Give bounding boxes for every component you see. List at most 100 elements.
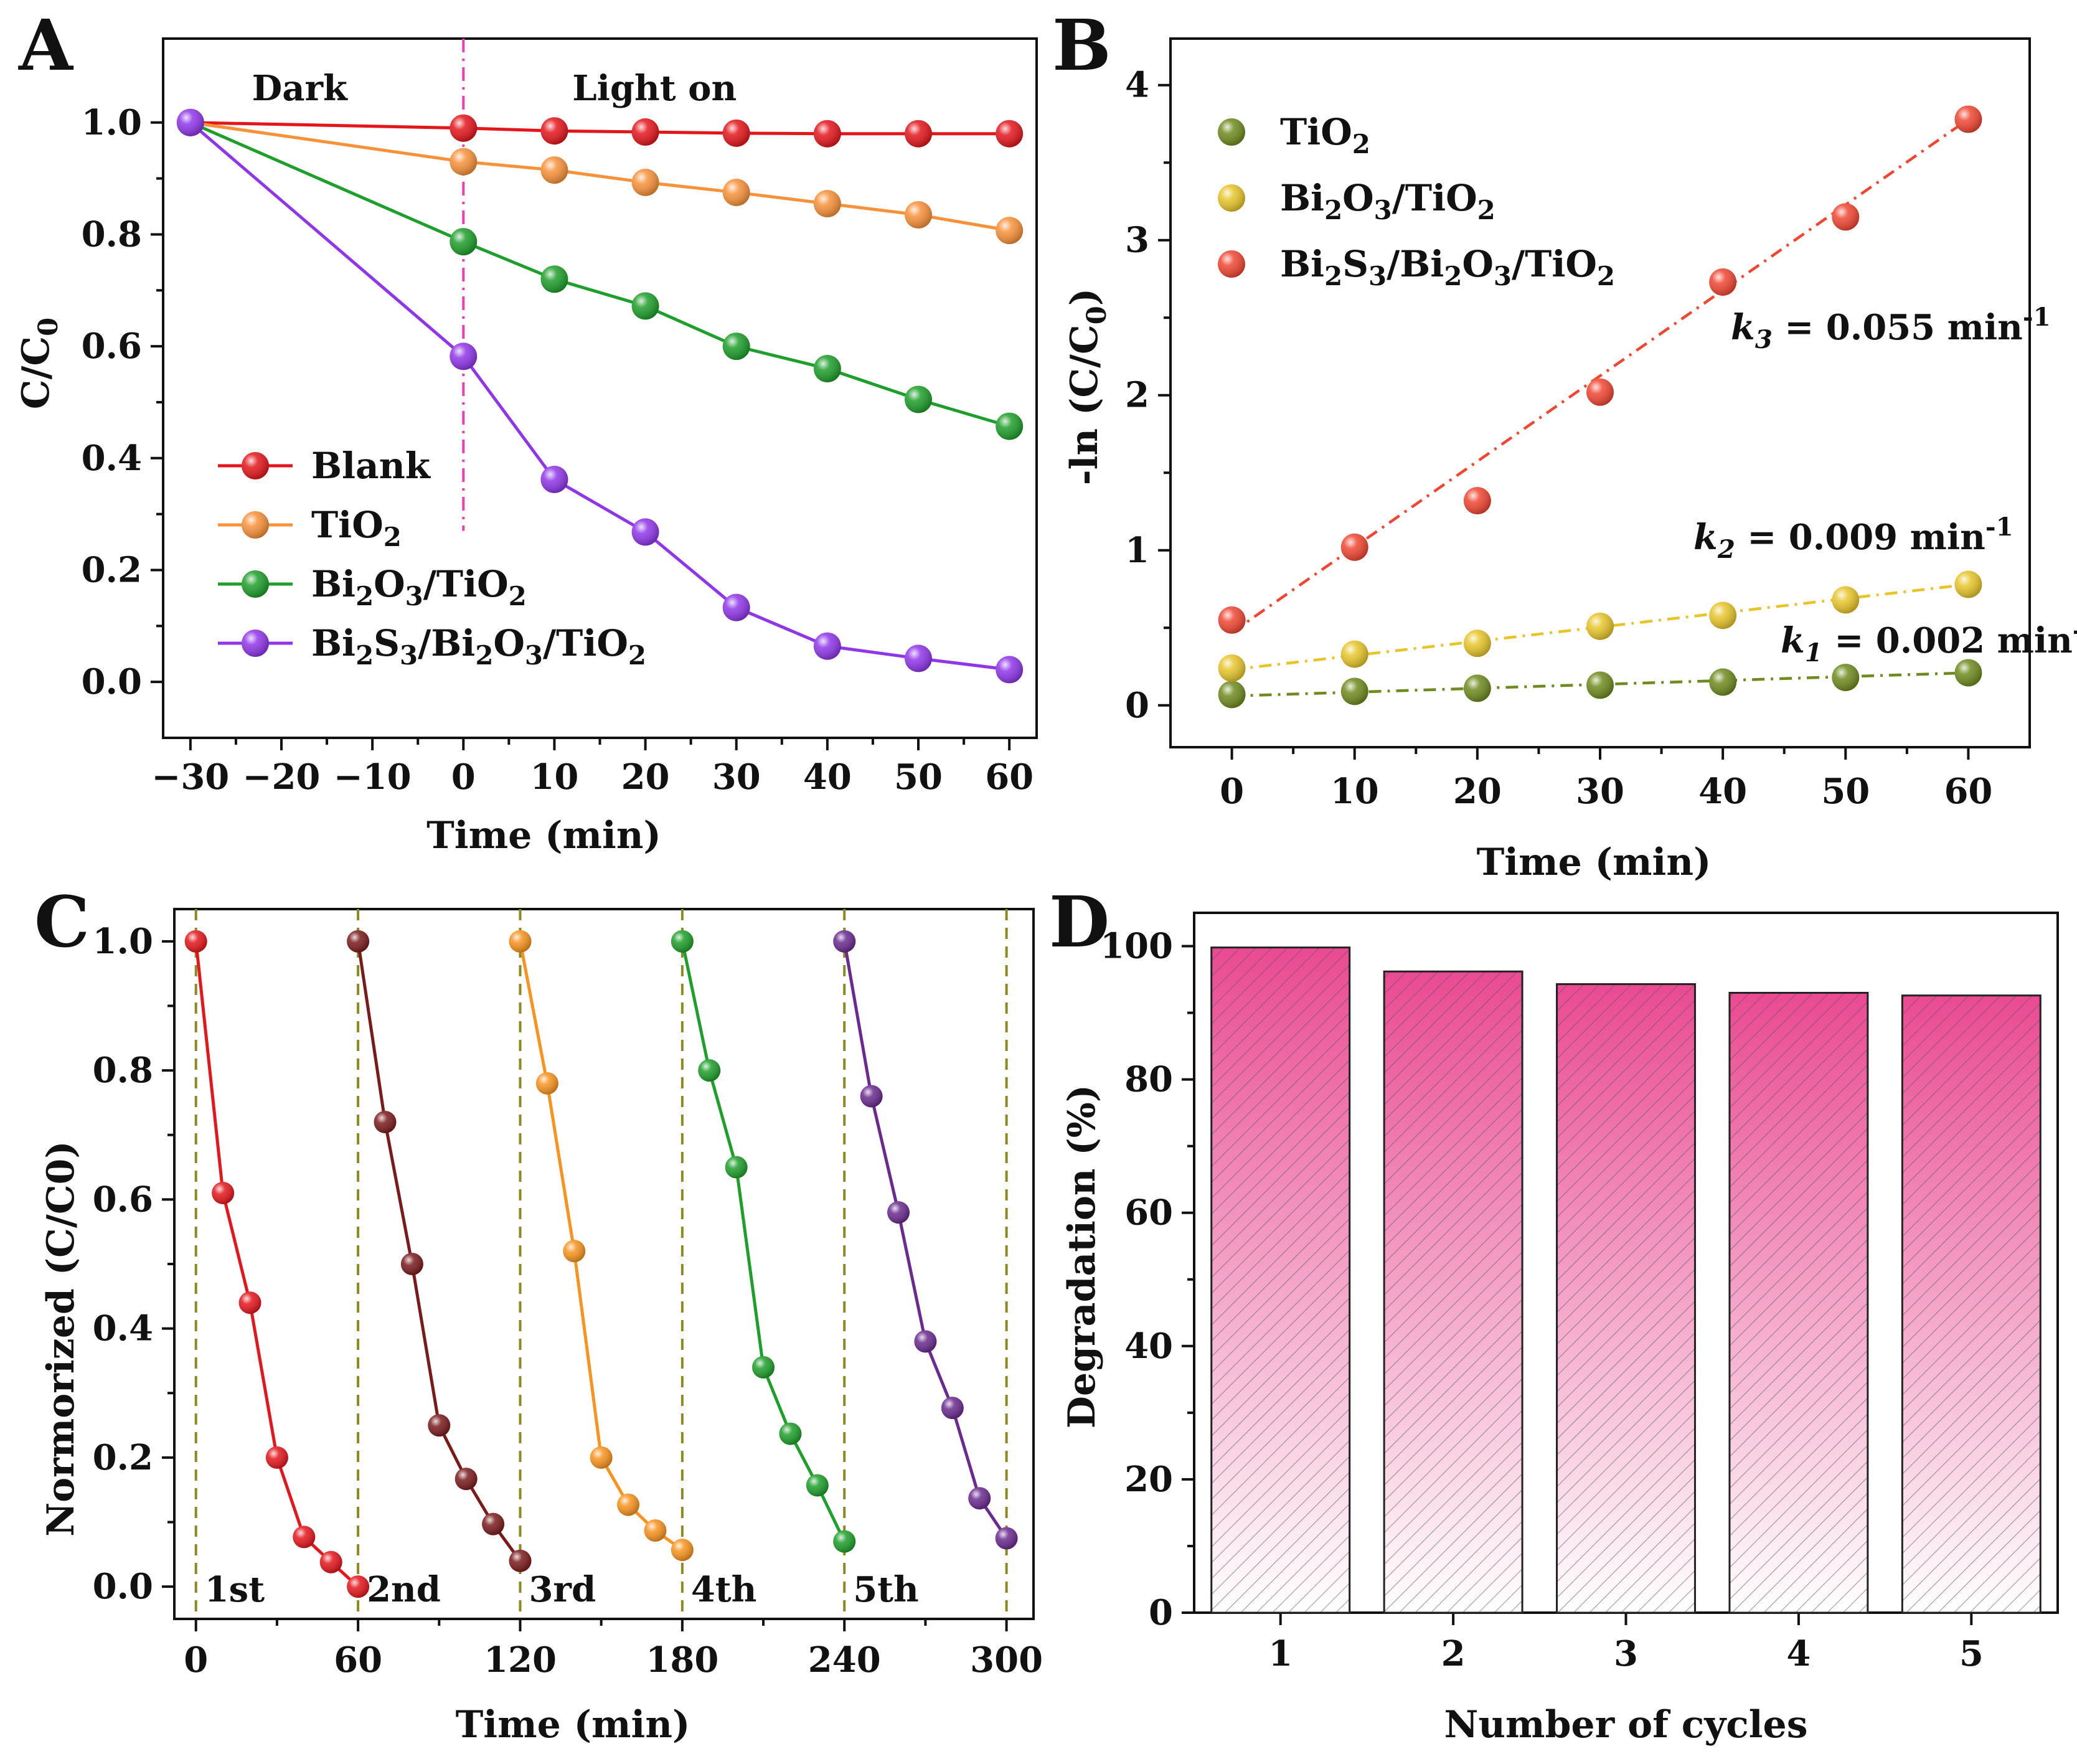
panel-d: 0 20 40 60 80 100 1 2 3 4 5 Number of cycles Degrada… [1060, 912, 2059, 1747]
series-line-2 [189, 121, 1010, 428]
cycle-label-3: 4th [691, 1569, 757, 1610]
series-0-point-shine [450, 114, 478, 142]
cycle-4-point-shine [995, 1527, 1018, 1550]
cycle-0-point-shine [212, 1182, 235, 1204]
cycle-2-point-shine [671, 1539, 694, 1562]
cycle-0-point-shine [265, 1446, 288, 1469]
y-axis-title: Normorized (C/C0) [39, 1141, 83, 1536]
cycle-0-point-shine [293, 1526, 316, 1549]
y-tick-label: 4 [1125, 65, 1149, 106]
x-tick-label: 0 [451, 757, 476, 798]
y-tick-label: 60 [1124, 1192, 1173, 1233]
cycle-label-2: 3rd [529, 1569, 596, 1610]
series-0-point-shine [1954, 659, 1982, 687]
y-tick-label: 3 [1125, 220, 1149, 261]
series-3-point-shine [450, 342, 478, 370]
series-1-point-shine [540, 156, 568, 184]
y-tick-label: 0.6 [82, 326, 142, 367]
cycle-0-point-shine [347, 1575, 370, 1598]
series-1-point-shine [1586, 612, 1614, 640]
series-2-point-shine [1709, 268, 1737, 296]
series-1-point-shine [450, 148, 478, 176]
cycle-line-0 [194, 941, 359, 1588]
y-tick-label: 1.0 [82, 102, 142, 143]
x-tick-label: 300 [970, 1639, 1043, 1681]
x-tick-label: 3 [1614, 1633, 1638, 1674]
legend-label-1: Bi2O3/TiO2 [1280, 177, 1495, 225]
x-tick-label: 0 [184, 1639, 208, 1681]
series-0-point-shine [1340, 677, 1368, 705]
series-3-point-shine [813, 632, 841, 660]
series-2-point-shine [996, 412, 1024, 440]
panel-letter-c: C [34, 882, 90, 963]
cycle-2-point-shine [509, 930, 532, 953]
cycle-2-point-shine [617, 1493, 640, 1516]
x-tick-label: 30 [1576, 771, 1624, 812]
cycle-0-point-shine [184, 930, 207, 953]
cycle-line-4 [842, 941, 1008, 1539]
cycle-1-point-shine [428, 1414, 451, 1437]
series-3-point-shine [631, 518, 659, 546]
series-0-point-shine [813, 120, 841, 148]
y-axis-title: Degradation (%) [1060, 1085, 1104, 1428]
panel-letter-a: A [18, 5, 74, 87]
panel-b: 0 10 20 30 40 50 60 0 1 2 3 4 Time (min) -ln (C/C0) k3… [1063, 37, 2077, 884]
bar-3-hatch [1556, 983, 1696, 1614]
series-1-point-shine [1832, 586, 1860, 614]
cycle-4-point-shine [833, 930, 856, 953]
x-tick-label: 1 [1268, 1633, 1293, 1674]
series-0-point-shine [722, 119, 750, 147]
x-tick-label: 180 [646, 1639, 718, 1681]
y-tick-label: 0 [1149, 1592, 1173, 1633]
series-2-point-shine [1463, 487, 1491, 515]
y-tick-label: 100 [1100, 926, 1173, 967]
series-2-point-shine [631, 292, 659, 320]
light-on-label: Light on [572, 68, 737, 109]
y-tick-label: 0 [1125, 685, 1149, 726]
legend-label-2: Bi2S3/Bi2O3/TiO2 [1280, 243, 1615, 291]
dark-label: Dark [252, 68, 348, 109]
series-line-3 [189, 121, 1010, 671]
series-0-point-shine [996, 120, 1024, 148]
cycle-2-point-shine [563, 1240, 586, 1263]
x-tick-label: 20 [621, 757, 670, 798]
series-0-point-shine [1832, 663, 1860, 691]
y-tick-label: 0.6 [93, 1179, 153, 1220]
x-tick-label: 60 [1944, 771, 1992, 812]
bar-5-hatch [1901, 994, 2042, 1614]
cycle-label-1: 2nd [367, 1569, 441, 1610]
bar-1-hatch [1210, 946, 1351, 1614]
series-0-point-shine [1709, 668, 1737, 696]
y-tick-label: 1.0 [93, 921, 153, 962]
series-1-point-shine [1463, 630, 1491, 658]
x-tick-label: 2 [1441, 1633, 1466, 1674]
cycle-2-point-shine [590, 1446, 613, 1469]
series-2-point-shine [1340, 533, 1368, 561]
cycle-0-point-shine [238, 1291, 261, 1314]
y-tick-label: 0.2 [82, 549, 142, 590]
x-tick-label: 60 [334, 1639, 382, 1681]
cycle-4-point-shine [887, 1201, 910, 1224]
legend-label-3: Bi2S3/Bi2O3/TiO2 [311, 622, 646, 671]
x-tick-label: 60 [985, 757, 1034, 798]
series-0-point-shine [905, 120, 933, 148]
x-tick-label: −20 [243, 757, 321, 798]
legend-marker-shine [242, 630, 269, 657]
x-tick-label: −30 [151, 757, 229, 798]
series-0-point-shine [1586, 671, 1614, 699]
series-1-point-shine [905, 200, 933, 229]
panel-letter-d: D [1049, 882, 1109, 963]
legend-marker-shine [1218, 184, 1245, 212]
series-0-point-shine [1218, 681, 1246, 709]
x-tick-label: 20 [1453, 771, 1502, 812]
cycle-0-point-shine [319, 1550, 342, 1573]
series-2-point-shine [1832, 203, 1860, 231]
legend-marker-shine [1218, 250, 1245, 278]
series-2-point-shine [540, 265, 568, 293]
legend-label-1: TiO2 [311, 504, 402, 552]
cycle-1-point-shine [454, 1468, 478, 1491]
cycle-4-point-shine [968, 1487, 991, 1510]
cycle-label-0: 1st [205, 1569, 265, 1610]
cycle-3-point-shine [725, 1156, 748, 1179]
